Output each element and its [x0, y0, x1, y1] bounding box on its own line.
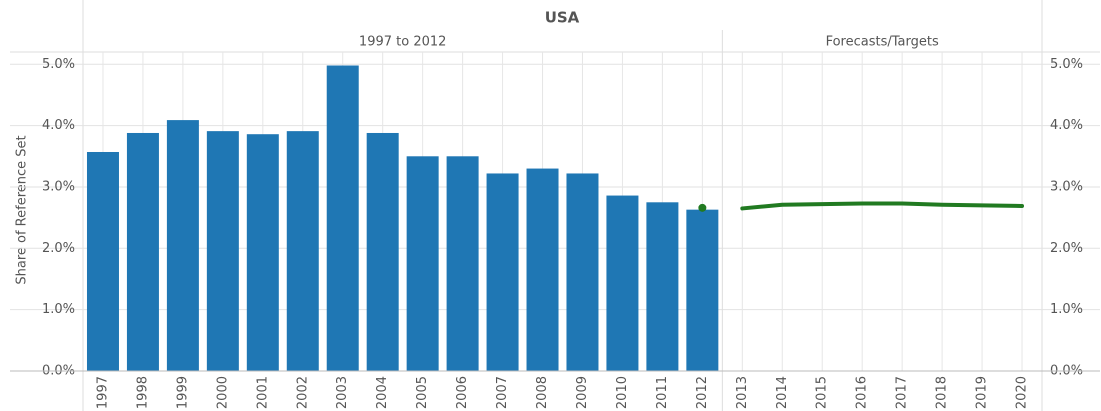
bar	[206, 131, 239, 371]
bar	[86, 151, 119, 371]
x-tick-label: 2004	[375, 376, 390, 409]
bar	[686, 209, 719, 371]
x-tick-label: 2015	[815, 376, 830, 409]
y-tick-label: 1.0%	[42, 302, 75, 317]
x-tick-label: 2017	[895, 376, 910, 409]
y-tick-label: 2.0%	[42, 241, 75, 256]
chart-title: USA	[545, 9, 580, 27]
bar	[446, 156, 479, 371]
x-tick-label: 2011	[655, 376, 670, 409]
x-tick-label: 2009	[575, 376, 590, 409]
x-tick-label: 2018	[935, 376, 950, 409]
x-tick-label: 1998	[135, 376, 150, 409]
y2-tick-label: 2.0%	[1050, 241, 1083, 256]
y2-tick-label: 5.0%	[1050, 57, 1083, 72]
x-tick-label: 1999	[175, 376, 190, 409]
y-tick-label: 4.0%	[42, 118, 75, 133]
bar	[486, 173, 519, 371]
bar	[566, 173, 599, 371]
bar	[646, 202, 679, 371]
bar	[366, 132, 399, 371]
bar	[286, 131, 319, 371]
y-tick-label: 3.0%	[42, 179, 75, 194]
x-tick-label: 2020	[1015, 376, 1030, 409]
x-tick-label: 2002	[295, 376, 310, 409]
y2-tick-label: 1.0%	[1050, 302, 1083, 317]
y2-tick-label: 4.0%	[1050, 118, 1083, 133]
y-tick-label: 5.0%	[42, 57, 75, 72]
x-tick-label: 2007	[495, 376, 510, 409]
x-tick-label: 2006	[455, 376, 470, 409]
bar	[326, 65, 359, 371]
x-tick-label: 2014	[775, 376, 790, 409]
bar	[526, 168, 559, 371]
panel-title: Forecasts/Targets	[826, 35, 939, 50]
panel-title: 1997 to 2012	[359, 35, 446, 50]
line	[740, 201, 1025, 211]
x-tick-label: 2003	[335, 376, 350, 409]
bar	[246, 134, 279, 371]
x-tick-label: 2012	[695, 376, 710, 409]
x-tick-label: 2013	[735, 376, 750, 409]
x-tick-label: 2005	[415, 376, 430, 409]
x-tick-label: 2001	[255, 376, 270, 409]
x-tick-label: 1997	[95, 376, 110, 409]
y2-tick-label: 3.0%	[1050, 179, 1083, 194]
bar	[406, 156, 439, 371]
x-tick-label: 2019	[975, 376, 990, 409]
x-tick-label: 2010	[615, 376, 630, 409]
x-tick-label: 2016	[855, 376, 870, 409]
line-point	[698, 203, 707, 212]
x-tick-label: 2000	[215, 376, 230, 409]
bar	[166, 120, 199, 371]
bar	[606, 195, 639, 371]
bar	[126, 132, 159, 371]
x-tick-label: 2008	[535, 376, 550, 409]
y-axis-label: Share of Reference Set	[15, 135, 30, 284]
